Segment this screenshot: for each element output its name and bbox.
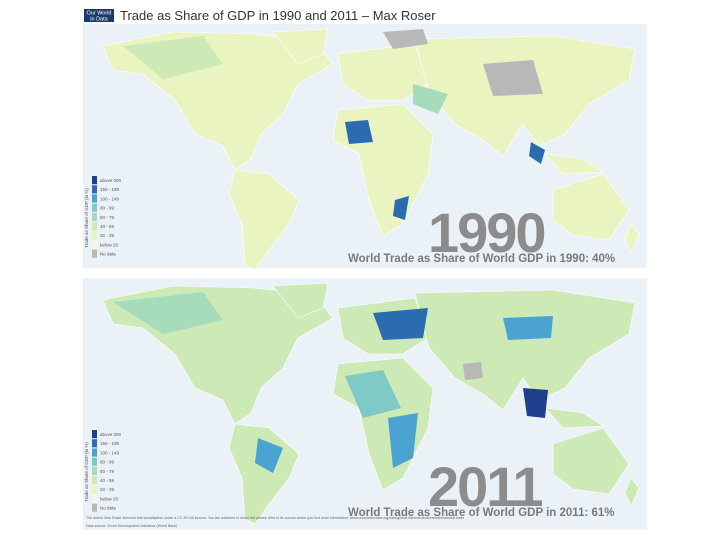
legend-label: 80 - 99: [100, 206, 115, 211]
region: [393, 196, 409, 220]
region: [503, 316, 553, 340]
legend-label: below 20: [100, 242, 119, 247]
region: [529, 142, 545, 164]
legend-swatch: [92, 185, 97, 194]
map-1990: [83, 24, 647, 271]
legend-label: 150 - 199: [100, 187, 120, 192]
legend-swatch: [92, 240, 97, 249]
region: [123, 36, 223, 79]
legend-swatch: [92, 476, 97, 485]
legend-swatch: [92, 430, 97, 439]
legend-label: 40 - 59: [100, 224, 115, 229]
footer-source: Data source: World Development Indicator…: [86, 524, 177, 528]
legend-swatch: [92, 222, 97, 231]
region: [413, 84, 448, 114]
logo: [84, 9, 114, 22]
title: Trade as Share of GDP in 1990 and 2011 –…: [120, 8, 436, 23]
no-data-region: [463, 362, 483, 380]
region: [255, 438, 283, 473]
region: [523, 388, 548, 418]
no-data-region: [383, 29, 428, 49]
legend-swatch: [92, 212, 97, 221]
legend-swatch: [92, 231, 97, 240]
legend-swatch: [92, 503, 97, 512]
year: 1990: [428, 201, 545, 264]
region: [345, 370, 401, 418]
legend-swatch: [92, 448, 97, 457]
legend-label: 20 - 39: [100, 487, 115, 492]
legend-swatch: [92, 494, 97, 503]
legend-label: No data: [100, 506, 116, 511]
legend-swatch: [92, 485, 97, 494]
no-data-region: [483, 60, 543, 96]
legend-swatch: [92, 203, 97, 212]
legend-swatch: [92, 176, 97, 185]
legend-label: 100 - 149: [100, 450, 120, 455]
legend-label: 20 - 39: [100, 233, 115, 238]
legend-label: above 200: [100, 178, 122, 183]
map-2011: [83, 278, 647, 530]
region: [373, 308, 428, 340]
year: 2011: [428, 455, 542, 518]
legend-label: 60 - 79: [100, 215, 115, 220]
header: Our World in Data Trade as Share of GDP …: [84, 8, 436, 23]
legend-label: No data: [100, 252, 116, 257]
legend-swatch: [92, 466, 97, 475]
legend-axis-label: Trade as Share of GDP (in %): [84, 188, 89, 248]
legend-swatch: [92, 439, 97, 448]
region: [388, 413, 418, 468]
legend-label: 60 - 79: [100, 469, 115, 474]
caption: World Trade as Share of World GDP in 199…: [348, 253, 615, 265]
caption: World Trade as Share of World GDP in 201…: [348, 507, 615, 519]
legend-axis-label: Trade as Share of GDP (in %): [84, 442, 89, 502]
legend-label: 100 - 149: [100, 196, 120, 201]
logo-text: in Data: [90, 17, 108, 23]
legend-label: above 200: [100, 432, 122, 437]
legend-swatch: [92, 457, 97, 466]
legend-label: 150 - 199: [100, 441, 120, 446]
legend-label: 80 - 99: [100, 460, 115, 465]
legend-label: 40 - 59: [100, 478, 115, 483]
region: [345, 120, 373, 144]
region: [113, 292, 223, 334]
footer-license: The author Max Roser licensed this visua…: [86, 516, 464, 520]
legend-swatch: [92, 194, 97, 203]
legend-swatch: [92, 249, 97, 258]
logo-text: Our World: [87, 11, 112, 17]
legend-label: below 20: [100, 496, 119, 501]
